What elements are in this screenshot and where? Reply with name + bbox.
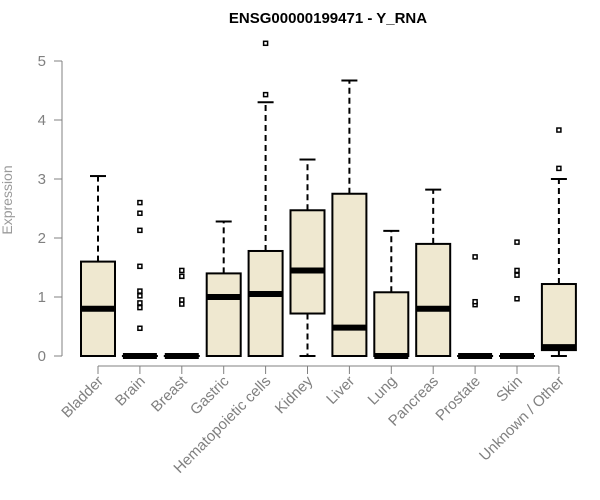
outlier-point [179,273,185,280]
outlier-point [514,267,520,274]
box-group-9 [457,254,494,359]
box-group-4 [247,40,284,357]
box-group-8 [415,188,452,357]
chart-title: ENSG00000199471 - Y_RNA [229,10,427,27]
y-tick-label: 0 [38,348,46,365]
box-group-7 [373,229,410,359]
box-group-10 [499,239,535,359]
outlier-point [137,199,143,206]
outlier-point [472,298,478,305]
box [540,283,577,352]
outlier-point [137,293,143,299]
outlier-point [514,239,520,245]
y-tick-label: 5 [38,53,46,70]
box-group-2 [163,267,200,359]
x-tick-label: Brain [112,373,149,410]
x-tick-label: Bladder [58,373,107,422]
box [247,249,284,357]
y-tick-label: 1 [38,289,46,306]
outlier-point [137,227,143,234]
outlier-point [262,40,269,47]
box [289,209,326,315]
outlier-point [137,325,143,332]
outlier-point [472,254,478,260]
outlier-point [137,288,143,294]
x-tick-label: Liver [323,373,358,408]
y-axis: 0 1 2 3 4 5 [38,53,63,365]
plot-area [80,40,577,359]
x-tick-label: Breast [148,372,191,415]
x-tick-label: Skin [493,373,526,406]
y-tick-label: 3 [38,171,46,188]
outlier-point [514,296,520,302]
x-tick-label: Kidney [272,372,317,417]
outlier-point [556,127,562,133]
x-tick-label: Lung [365,373,401,409]
box [331,192,368,357]
box-group-3 [205,220,242,357]
outlier-point [262,91,269,98]
box-group-5 [289,158,326,357]
y-tick-label: 4 [38,112,46,129]
outlier-point [137,304,143,311]
x-tick-label: Prostate [432,373,484,425]
outlier-point [137,210,143,216]
box-group-11 [540,127,577,357]
y-axis-label: Expression [0,165,15,234]
y-tick-label: 2 [38,230,46,247]
outlier-point [179,267,185,274]
outlier-point [137,300,143,306]
box-group-1 [121,199,158,359]
box [205,272,242,357]
outlier-point [137,263,143,270]
outlier-point [514,272,520,278]
box [373,291,410,357]
box-group-6 [331,79,368,357]
box [415,242,452,357]
outlier-point [556,165,562,172]
outlier-point [179,297,185,303]
box-group-0 [80,175,116,358]
